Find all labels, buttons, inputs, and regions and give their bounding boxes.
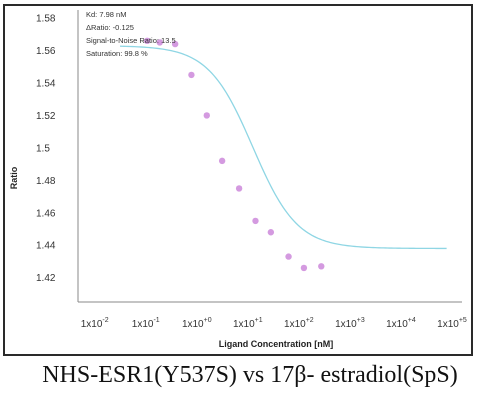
chart: 1.58 1.56 1.54 1.52 1.5 1.48 1.46 1.44 1.42 1x10… (0, 0, 500, 360)
y-tick-label: 1.44 (36, 241, 56, 252)
x-axis: 1x10-2 1x10-1 1x10+0 1x10+1 1x10+2 1x10+3 1x10… (78, 301, 467, 330)
x-axis-label: Ligand Concentration [nM] (219, 339, 334, 349)
data-point (318, 263, 325, 270)
data-point (188, 71, 195, 79)
annotation-saturation: Saturation: 99.8 % (86, 49, 148, 58)
x-tick-label: 1x10+5 (437, 317, 467, 330)
plot-frame (3, 4, 473, 356)
data-points (143, 37, 325, 272)
x-tick-label: 1x10+2 (284, 317, 314, 330)
x-tick-label: 1x10+0 (182, 317, 212, 330)
data-point (171, 40, 179, 48)
x-tick-label: 1x10+1 (233, 317, 263, 330)
y-tick-label: 1.52 (36, 111, 56, 122)
x-tick-label: 1x10-2 (81, 317, 109, 330)
y-tick-label: 1.56 (36, 46, 56, 57)
chart-background (0, 0, 500, 360)
y-tick-label: 1.5 (36, 143, 50, 154)
annotation-kd: Kd: 7.98 nM (86, 10, 126, 19)
data-point (203, 112, 210, 119)
figure-caption: NHS-ESR1(Y537S) vs 17β- estradiol(SpS) (42, 362, 458, 388)
x-tick-label: 1x10+3 (335, 317, 365, 330)
annotation-delta-ratio: ΔRatio: -0.125 (86, 23, 134, 32)
x-tick-label: 1x10-1 (132, 317, 160, 330)
annotation-snr: Signal-to-Noise Ratio: 13.5 (86, 36, 176, 45)
data-point (143, 37, 151, 45)
x-tick-label: 1x10+4 (386, 317, 416, 330)
y-tick-label: 1.42 (36, 273, 56, 284)
annotation-box: Kd: 7.98 nM ΔRatio: -0.125 Signal-to-Noi… (86, 10, 176, 58)
y-tick-label: 1.46 (36, 208, 56, 219)
data-point (267, 229, 275, 236)
fit-curve (120, 45, 447, 250)
data-point (218, 157, 226, 165)
y-axis-label: Ratio (9, 166, 19, 189)
data-point (235, 185, 243, 192)
data-point (252, 217, 259, 225)
y-tick-label: 1.58 (36, 14, 56, 25)
y-tick-label: 1.48 (36, 176, 56, 187)
data-point (156, 39, 163, 46)
y-axis: 1.58 1.56 1.54 1.52 1.5 1.48 1.46 1.44 1.42 (36, 10, 79, 302)
y-tick-label: 1.54 (36, 79, 56, 90)
data-point (300, 264, 308, 272)
data-point (285, 253, 292, 260)
